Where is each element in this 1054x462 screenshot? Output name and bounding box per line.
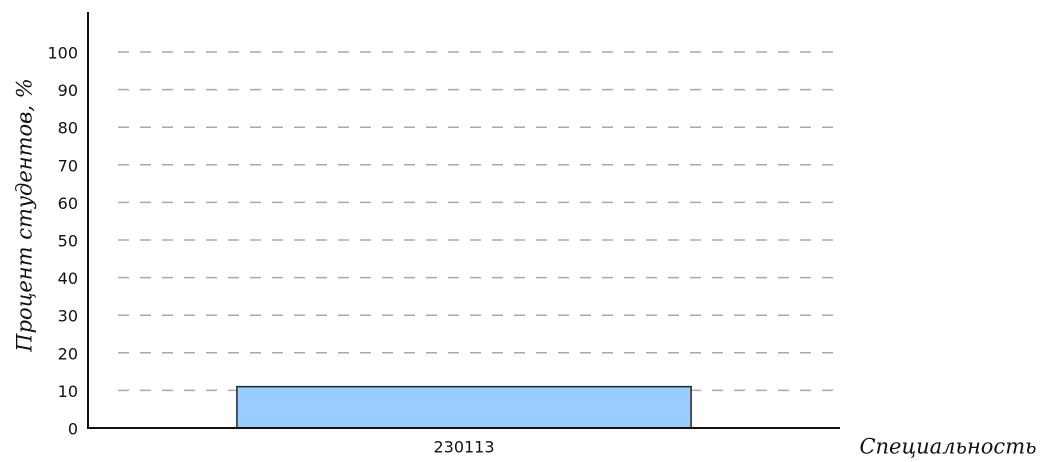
y-tick-label: 0 <box>68 420 78 439</box>
y-tick-label: 100 <box>47 44 78 63</box>
bar <box>236 385 692 429</box>
y-tick-label: 80 <box>58 119 78 138</box>
y-tick-label: 90 <box>58 81 78 100</box>
x-axis-label: Специальность <box>859 435 1036 459</box>
y-axis-label: Процент студентов, % <box>13 78 37 352</box>
y-tick-label: 60 <box>58 194 78 213</box>
x-tick-label: 230113 <box>433 438 494 457</box>
y-tick-label: 50 <box>58 232 78 251</box>
y-tick-label: 10 <box>58 382 78 401</box>
y-tick-label: 40 <box>58 269 78 288</box>
y-tick-label: 70 <box>58 156 78 175</box>
y-tick-label: 20 <box>58 344 78 363</box>
y-tick-label: 30 <box>58 307 78 326</box>
